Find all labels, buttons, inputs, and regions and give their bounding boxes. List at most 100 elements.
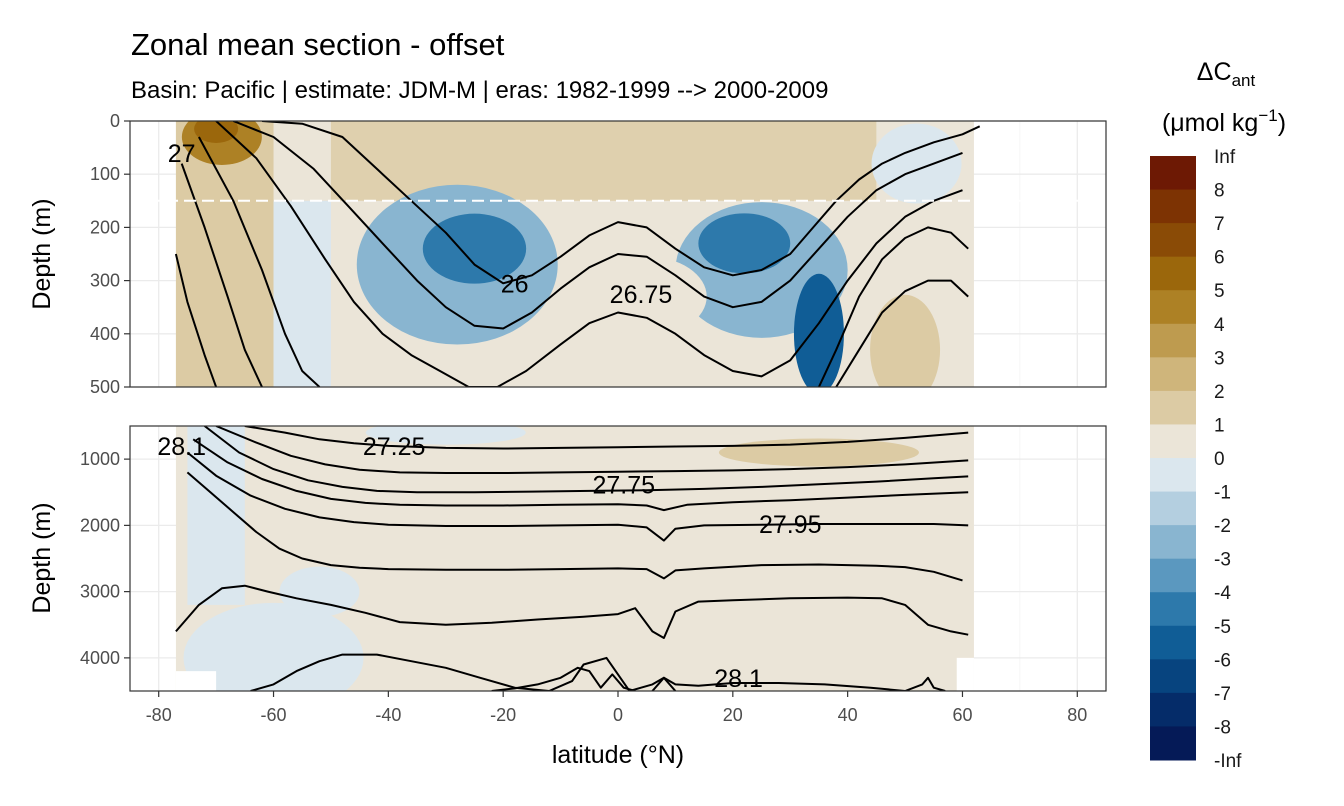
- isopycnal-line: [174, 253, 218, 387]
- field-no-data: [956, 657, 974, 691]
- legend-break-label: 3: [1214, 348, 1225, 369]
- colorbar-legend: ΔCant (μmol kg−1) Inf 8 7 6 5 4 3 2 1 0 -1 -2 -3 -4 -5…: [1150, 58, 1286, 772]
- legend-break-label: 5: [1214, 281, 1225, 302]
- legend-title-main: ΔC: [1197, 58, 1232, 86]
- legend-break-label: -8: [1214, 717, 1231, 738]
- y-tick-label: 3000: [80, 582, 120, 602]
- legend-break-label: -Inf: [1214, 751, 1242, 772]
- x-tick-label: -20: [490, 705, 516, 725]
- y-tick-label: 0: [110, 111, 120, 131]
- upper-panel-isopycnals: [174, 121, 981, 387]
- isopycnal-line: [835, 279, 969, 387]
- isopycnal-line: [250, 653, 677, 691]
- legend-break-label: 7: [1214, 214, 1225, 235]
- contour-label: 28.1: [714, 665, 763, 693]
- legend-swatch: [1150, 290, 1196, 325]
- legend-unit-sup: −1: [1258, 106, 1277, 125]
- field-region-negative: [793, 273, 844, 387]
- legend-swatch: [1150, 357, 1196, 392]
- lower-panel-fill: [175, 426, 974, 691]
- isopycnal-line: [186, 451, 969, 542]
- legend-break-label: -3: [1214, 550, 1231, 571]
- isopycnal-line: [180, 163, 263, 387]
- y-tick-label: 4000: [80, 648, 120, 668]
- legend-break-label: -1: [1214, 483, 1231, 504]
- x-tick-label: 80: [1067, 705, 1087, 725]
- legend-swatch: [1150, 558, 1196, 593]
- isopycnal-line: [651, 676, 906, 691]
- isopycnal-line: [186, 471, 963, 582]
- y-tick-label: 500: [90, 377, 120, 397]
- x-tick-label: 40: [838, 705, 858, 725]
- legend-swatch: [1150, 323, 1196, 358]
- legend-swatch: [1150, 424, 1196, 459]
- contour-label: 26: [501, 270, 529, 298]
- x-tick-label: -80: [146, 705, 172, 725]
- contour-label: 27.95: [759, 511, 822, 539]
- legend-unit-suffix: ): [1278, 109, 1286, 137]
- field-region-positive: [194, 121, 239, 143]
- lower-panel: 28.1 27.25 27.75 27.95 28.1 1000 2000 3000 4000: [80, 425, 1107, 693]
- legend-swatch: [1150, 390, 1196, 425]
- x-tick-label: -60: [261, 705, 287, 725]
- x-axis: -80 -60 -40 -20 0 20 40 60 80: [146, 691, 1087, 725]
- x-tick-label: 20: [723, 705, 743, 725]
- y-tick-label: 300: [90, 271, 120, 291]
- isopycnal-line: [817, 226, 969, 387]
- legend-break-label: -5: [1214, 617, 1231, 638]
- field-region-negative: [871, 123, 962, 204]
- contour-label: 27.25: [363, 433, 426, 461]
- field-region-negative: [279, 566, 360, 617]
- legend-swatch: [1150, 458, 1196, 493]
- field-region-negative: [273, 200, 331, 387]
- isopycnal-line: [215, 121, 963, 387]
- legend-break-label: -2: [1214, 516, 1231, 537]
- upper-panel: 26 26.75 27 0 100 200 300 400 500: [90, 111, 1107, 397]
- contour-label: 27: [168, 140, 196, 168]
- y-tick-label: 400: [90, 324, 120, 344]
- field-region-surface: [330, 121, 877, 201]
- legend-swatch: [1150, 525, 1196, 560]
- legend-swatch: [1150, 156, 1196, 191]
- isopycnal-line: [175, 584, 969, 639]
- isopycnal-line: [192, 438, 969, 512]
- upper-panel-contour-labels: 26 26.75 27: [168, 140, 672, 309]
- x-axis-label: latitude (°N): [552, 741, 684, 769]
- field-region-negative: [698, 213, 791, 274]
- isopycnal-line: [244, 426, 969, 450]
- field-region-negative: [183, 602, 364, 691]
- legend-labels: Inf 8 7 6 5 4 3 2 1 0 -1 -2 -3 -4 -5 -6 -7 -8 -Inf: [1214, 147, 1242, 772]
- lower-panel-contour-labels: 28.1 27.25 27.75 27.95 28.1: [157, 433, 821, 693]
- isopycnal-line: [198, 136, 321, 387]
- isopycnal-line: [491, 666, 636, 691]
- isopycnal-line: [232, 121, 963, 330]
- y-axis-label-lower: Depth (m): [28, 502, 56, 613]
- legend-title-sub: ant: [1232, 71, 1256, 90]
- legend-break-label: Inf: [1214, 147, 1236, 168]
- legend-break-label: 4: [1214, 315, 1225, 336]
- field-region-negative: [365, 426, 526, 445]
- y-tick-label: 200: [90, 217, 120, 237]
- isopycnal-line: [215, 426, 969, 474]
- legend-break-label: -6: [1214, 650, 1231, 671]
- field-region-negative: [422, 213, 527, 284]
- legend-swatch: [1150, 256, 1196, 291]
- lower-panel-y-axis: 1000 2000 3000 4000: [80, 449, 130, 668]
- lower-panel-isopycnals: [175, 426, 969, 691]
- field-region-positive: [175, 121, 274, 387]
- legend-swatch: [1150, 592, 1196, 627]
- legend-swatch: [1150, 189, 1196, 224]
- field-no-data: [175, 671, 217, 691]
- legend-unit-prefix: (μmol kg: [1162, 109, 1258, 137]
- legend-swatch: [1150, 692, 1196, 727]
- legend-swatch: [1150, 659, 1196, 694]
- contour-label: 27.75: [592, 471, 655, 499]
- legend-break-label: 8: [1214, 181, 1225, 202]
- contour-label: 28.1: [157, 433, 206, 461]
- isopycnal-line: [203, 426, 969, 494]
- legend-swatch: [1150, 223, 1196, 258]
- legend-unit: (μmol kg−1): [1162, 106, 1286, 137]
- y-tick-label: 2000: [80, 515, 120, 535]
- chart-subtitle: Basin: Pacific | estimate: JDM-M | eras:…: [131, 77, 828, 104]
- x-tick-label: 0: [613, 705, 623, 725]
